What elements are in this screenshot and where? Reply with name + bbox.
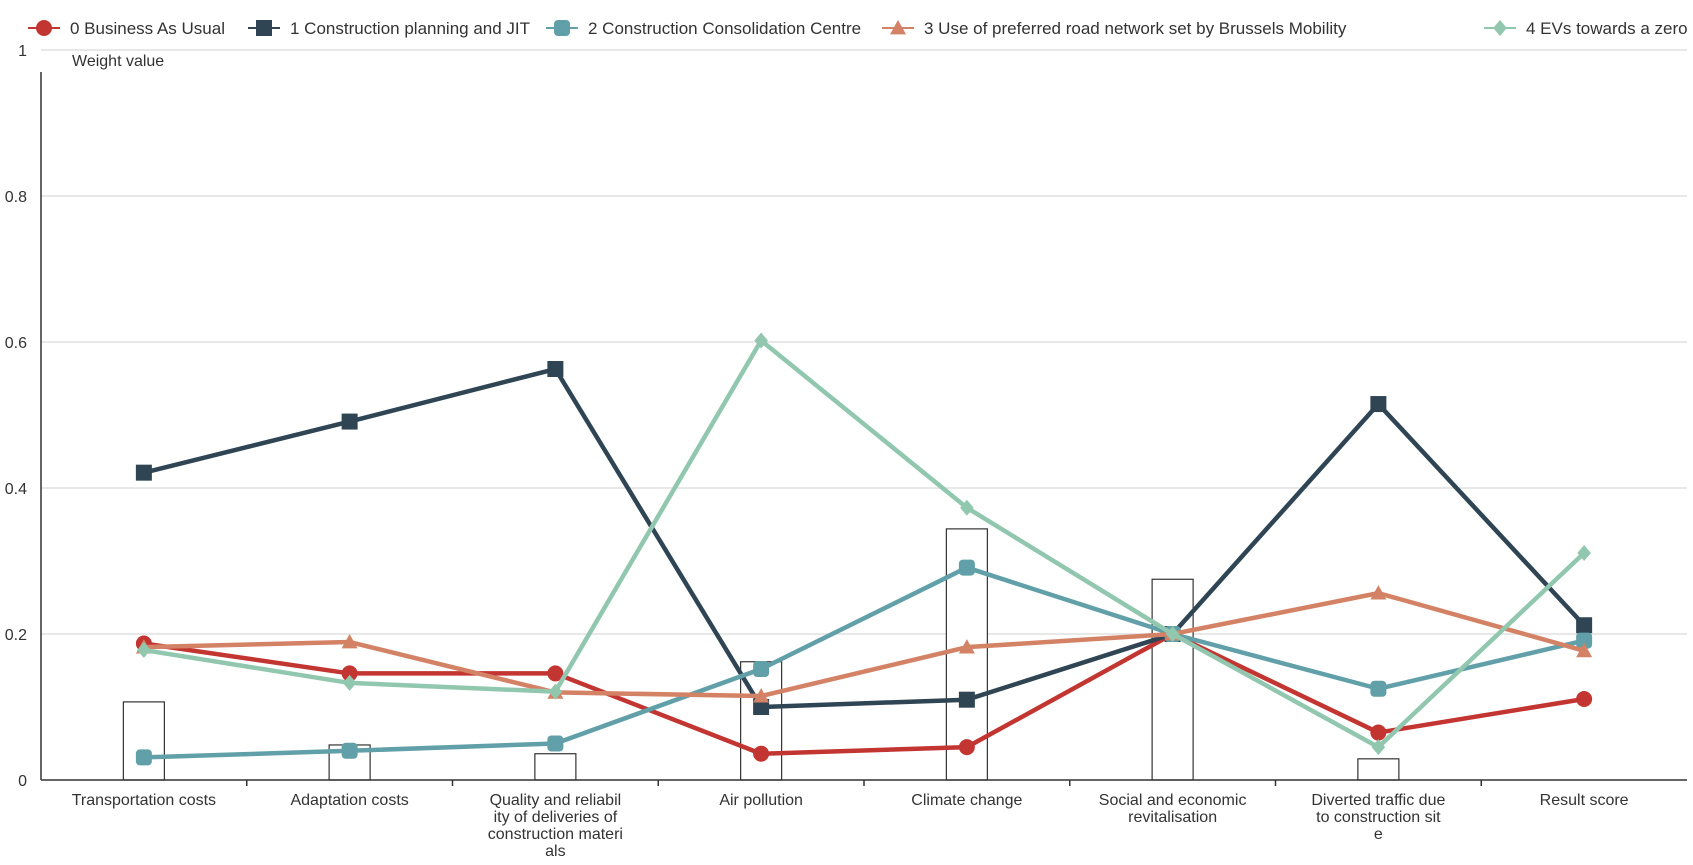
data-point [958, 739, 975, 756]
data-point [342, 674, 357, 691]
y-tick-label: 0.6 [5, 335, 27, 352]
legend-marker [890, 20, 906, 35]
y-axis-title: Weight value [72, 53, 164, 70]
data-point [958, 559, 975, 576]
data-point [1576, 690, 1593, 707]
data-point [753, 661, 770, 678]
series-line [143, 631, 1585, 756]
legend-item-2[interactable]: 2 Construction Consolidation Centre [546, 19, 861, 38]
data-point [1370, 680, 1387, 697]
data-point [1165, 626, 1180, 642]
legend-label: 3 Use of preferred road network set by B… [924, 19, 1347, 38]
data-point [547, 665, 564, 682]
legend-label: 1 Construction planning and JIT [290, 19, 530, 38]
data-point [958, 639, 975, 654]
weight-bar [1151, 578, 1194, 781]
x-category-label: Adaptation costs [290, 792, 408, 809]
data-point [1370, 396, 1387, 413]
legend-item-0[interactable]: 0 Business As Usual [28, 19, 225, 38]
data-point [1370, 724, 1387, 741]
series-4 [137, 332, 1591, 756]
data-point [1576, 617, 1593, 634]
data-point [341, 634, 358, 649]
legend-marker [1493, 20, 1507, 36]
series-line [143, 338, 1586, 750]
weight-bar [534, 753, 577, 781]
x-category-label: Diverted traffic due to construction sit e [1311, 792, 1445, 843]
data-point [341, 665, 358, 682]
data-point [958, 691, 975, 708]
data-point [547, 735, 564, 752]
legend-label: 0 Business As Usual [70, 19, 225, 38]
data-point [753, 745, 770, 762]
series-lines [135, 332, 1593, 766]
legend[interactable]: 0 Business As Usual 1 Construction planni… [28, 19, 1693, 38]
data-point [960, 499, 974, 516]
x-category-label: Social and economic revitalisation [1099, 792, 1247, 826]
y-tick-label: 1 [18, 43, 27, 60]
series-line [143, 590, 1585, 699]
legend-marker [256, 20, 272, 36]
data-point [1576, 642, 1593, 658]
data-point [753, 699, 770, 715]
data-point [1577, 544, 1591, 561]
x-category-label: Climate change [911, 792, 1022, 809]
data-point [547, 361, 564, 378]
data-point [1576, 632, 1593, 649]
axes: 0 0.2 0.4 0.6 0.8 1 Transportation costs Adapta… [5, 43, 1687, 860]
x-category-label: Air pollution [719, 792, 803, 809]
y-tick-label: 0.8 [5, 189, 27, 206]
data-point [135, 464, 152, 481]
series-1 [135, 361, 1593, 715]
y-tick-label: 0 [18, 773, 27, 790]
series-0 [135, 626, 1593, 762]
x-category-label: Transportation costs [72, 792, 216, 809]
legend-marker [554, 20, 570, 36]
data-point [137, 642, 151, 659]
y-tick-label: 0.2 [5, 627, 27, 644]
data-point [548, 683, 563, 700]
data-point [753, 688, 770, 703]
legend-marker [36, 20, 52, 36]
data-point [135, 749, 152, 766]
legend-item-3[interactable]: 3 Use of preferred road network set by B… [882, 19, 1347, 38]
data-point [341, 742, 358, 759]
weight-bar [1357, 758, 1400, 781]
x-category-label: Result score [1540, 792, 1629, 809]
data-point [1370, 585, 1387, 600]
series-line [143, 565, 1585, 760]
data-point [1371, 739, 1386, 756]
series-line [143, 366, 1586, 710]
weight-bar [122, 701, 165, 781]
legend-item-1[interactable]: 1 Construction planning and JIT [248, 19, 530, 38]
x-category-label: Quality and reliabil ity of deliveries of… [488, 792, 623, 860]
grid-lines [41, 49, 1687, 635]
y-tick-label: 0.4 [5, 481, 27, 498]
legend-item-4[interactable]: 4 EVs towards a zero emission city [1484, 19, 1693, 38]
legend-label: 4 EVs towards a zero emission city [1526, 19, 1693, 38]
data-point [754, 332, 768, 349]
data-point [341, 413, 358, 430]
legend-label: 2 Construction Consolidation Centre [588, 19, 861, 38]
